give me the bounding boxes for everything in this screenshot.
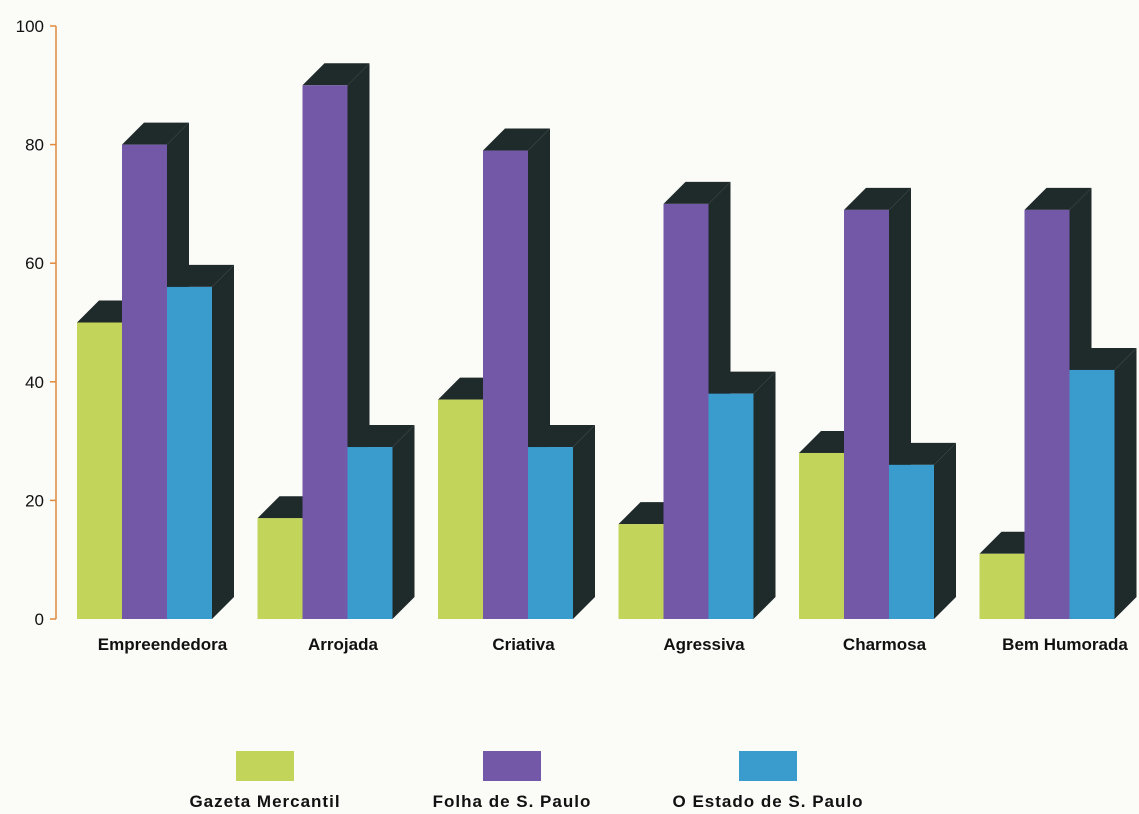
bar bbox=[257, 518, 303, 619]
bar-group bbox=[618, 181, 776, 619]
bar-top bbox=[708, 371, 776, 394]
bar-side bbox=[1114, 347, 1137, 619]
bar-group bbox=[257, 63, 415, 620]
bar-side bbox=[934, 442, 956, 619]
bar-side bbox=[753, 371, 776, 619]
category-label: Criativa bbox=[492, 635, 555, 654]
category-labels: Empreendedora Arrojada Criativa Agressiva Ch… bbox=[98, 635, 1129, 654]
bar-top bbox=[844, 187, 911, 210]
bar bbox=[1024, 209, 1070, 619]
bar bbox=[889, 464, 934, 619]
bar-group bbox=[77, 122, 234, 619]
bar-top bbox=[167, 264, 234, 287]
bar bbox=[347, 447, 393, 619]
legend-label: O Estado de S. Paulo bbox=[673, 792, 864, 811]
bar-top bbox=[347, 425, 415, 448]
bar-group bbox=[438, 128, 595, 619]
bar bbox=[77, 322, 122, 619]
bar-top bbox=[528, 425, 595, 448]
bar bbox=[483, 150, 528, 619]
legend: Gazeta Mercantil Folha de S. Paulo O Estad… bbox=[189, 751, 864, 811]
bar bbox=[122, 144, 167, 619]
y-axis: 0 20 40 60 80 100 bbox=[16, 17, 57, 629]
bar bbox=[708, 393, 754, 619]
bar bbox=[1069, 369, 1115, 619]
legend-label: Gazeta Mercantil bbox=[189, 792, 340, 811]
bar-group bbox=[979, 187, 1137, 619]
bar bbox=[438, 399, 483, 619]
bar bbox=[799, 452, 844, 619]
bar-top bbox=[889, 442, 956, 465]
bar-group bbox=[799, 187, 956, 619]
legend-item: O Estado de S. Paulo bbox=[673, 751, 864, 811]
bar-top bbox=[302, 63, 370, 86]
bar-top bbox=[663, 181, 731, 204]
y-tick-label: 80 bbox=[25, 136, 44, 155]
bars bbox=[77, 63, 1137, 620]
legend-swatch bbox=[483, 751, 541, 781]
legend-swatch bbox=[739, 751, 797, 781]
category-label: Charmosa bbox=[843, 635, 927, 654]
category-label: Bem Humorada bbox=[1002, 635, 1128, 654]
category-label: Agressiva bbox=[663, 635, 745, 654]
bar-side bbox=[392, 425, 415, 619]
y-tick-label: 20 bbox=[25, 491, 44, 510]
legend-swatch bbox=[236, 751, 294, 781]
bar-side bbox=[573, 425, 595, 619]
legend-label: Folha de S. Paulo bbox=[433, 792, 592, 811]
bar bbox=[618, 524, 664, 619]
legend-item: Folha de S. Paulo bbox=[433, 751, 592, 811]
bar-side bbox=[212, 264, 234, 619]
bar bbox=[167, 286, 212, 619]
bar-top bbox=[1024, 187, 1092, 210]
bar bbox=[528, 447, 573, 619]
bar bbox=[979, 553, 1025, 619]
bar bbox=[844, 209, 889, 619]
y-tick-label: 60 bbox=[25, 254, 44, 273]
legend-item: Gazeta Mercantil bbox=[189, 751, 340, 811]
y-tick-label: 0 bbox=[35, 610, 44, 629]
bar bbox=[663, 203, 709, 619]
bar bbox=[302, 85, 348, 620]
category-label: Empreendedora bbox=[98, 635, 228, 654]
bar-top bbox=[1069, 347, 1137, 370]
y-tick-label: 40 bbox=[25, 373, 44, 392]
bar-top bbox=[483, 128, 550, 151]
y-tick-label: 100 bbox=[16, 17, 44, 36]
category-label: Arrojada bbox=[308, 635, 378, 654]
bar-top bbox=[122, 122, 189, 145]
